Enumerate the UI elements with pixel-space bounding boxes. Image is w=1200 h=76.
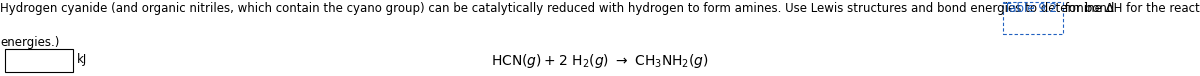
Text: kJ: kJ bbox=[77, 53, 88, 66]
FancyBboxPatch shape bbox=[5, 49, 73, 72]
Text: for bond: for bond bbox=[1062, 2, 1115, 15]
Text: energies.): energies.) bbox=[0, 36, 59, 49]
Text: Hydrogen cyanide (and organic nitriles, which contain the cyano group) can be ca: Hydrogen cyanide (and organic nitriles, … bbox=[0, 2, 1200, 15]
Text: Table 9.2: Table 9.2 bbox=[1004, 2, 1057, 15]
Bar bbox=[1003, 2, 1063, 34]
Text: $\mathregular{HCN}(g) + 2\ \mathregular{H}_2(g)\ \rightarrow\ \mathregular{CH}_3: $\mathregular{HCN}(g) + 2\ \mathregular{… bbox=[491, 52, 709, 70]
